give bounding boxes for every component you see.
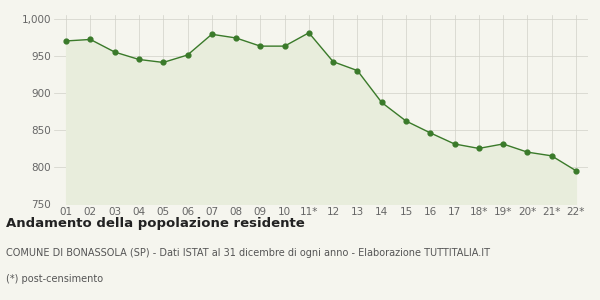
Point [523, 150, 532, 154]
Point [401, 118, 411, 123]
Point [110, 50, 119, 55]
Point [304, 30, 314, 35]
Point [182, 52, 192, 57]
Point [61, 38, 71, 43]
Point [86, 37, 95, 42]
Point [450, 142, 460, 146]
Point [498, 142, 508, 146]
Point [207, 32, 217, 37]
Point [231, 36, 241, 40]
Point [353, 68, 362, 73]
Point [280, 44, 289, 49]
Text: Andamento della popolazione residente: Andamento della popolazione residente [6, 218, 305, 230]
Point [328, 59, 338, 64]
Text: (*) post-censimento: (*) post-censimento [6, 274, 103, 284]
Point [256, 44, 265, 49]
Point [474, 146, 484, 151]
Point [134, 57, 144, 62]
Point [571, 168, 581, 173]
Point [425, 130, 435, 135]
Text: COMUNE DI BONASSOLA (SP) - Dati ISTAT al 31 dicembre di ogni anno - Elaborazione: COMUNE DI BONASSOLA (SP) - Dati ISTAT al… [6, 248, 490, 257]
Point [377, 100, 386, 105]
Point [158, 60, 168, 65]
Point [547, 153, 556, 158]
